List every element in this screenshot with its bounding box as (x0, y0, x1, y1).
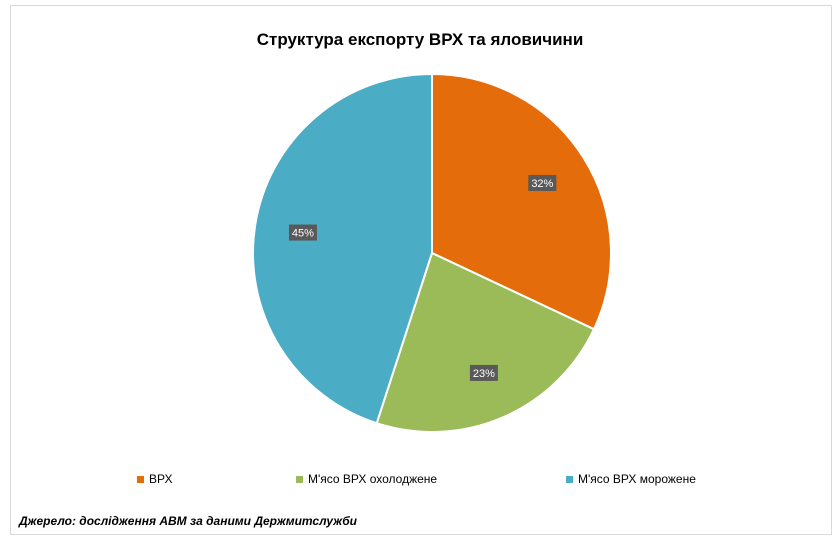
data-label-frozen-meat: 45% (288, 224, 317, 241)
legend-label-frozen-meat: М'ясо ВРХ морожене (578, 472, 696, 486)
data-label-vrh: 32% (528, 174, 557, 191)
legend-swatch-vrh (137, 475, 144, 483)
data-label-text: 32% (531, 178, 553, 190)
source-note: Джерело: дослідження АВМ за даними Держм… (19, 514, 357, 528)
data-label-box (469, 364, 498, 381)
legend-swatch-frozen-meat (566, 475, 573, 483)
legend-swatch-chilled-meat (296, 475, 303, 483)
data-label-text: 23% (473, 368, 495, 380)
legend-label-vrh: ВРХ (149, 472, 173, 486)
legend-item-vrh: ВРХ (137, 472, 172, 486)
pie-slice-vrh (431, 72, 612, 331)
legend-item-chilled-meat: М'ясо ВРХ охолоджене (296, 472, 437, 486)
data-label-text: 45% (292, 228, 314, 240)
data-label-box (288, 224, 317, 241)
pie-slice-frozen-meat (252, 72, 433, 425)
legend-item-frozen-meat: М'ясо ВРХ морожене (566, 472, 696, 486)
data-label-chilled-meat: 23% (469, 364, 498, 381)
pie-slice-chilled-meat (375, 251, 596, 433)
data-label-box (528, 174, 557, 191)
legend-label-chilled-meat: М'ясо ВРХ охолоджене (308, 472, 438, 486)
chart-title: Структура експорту ВРХ та яловичини (256, 30, 584, 49)
